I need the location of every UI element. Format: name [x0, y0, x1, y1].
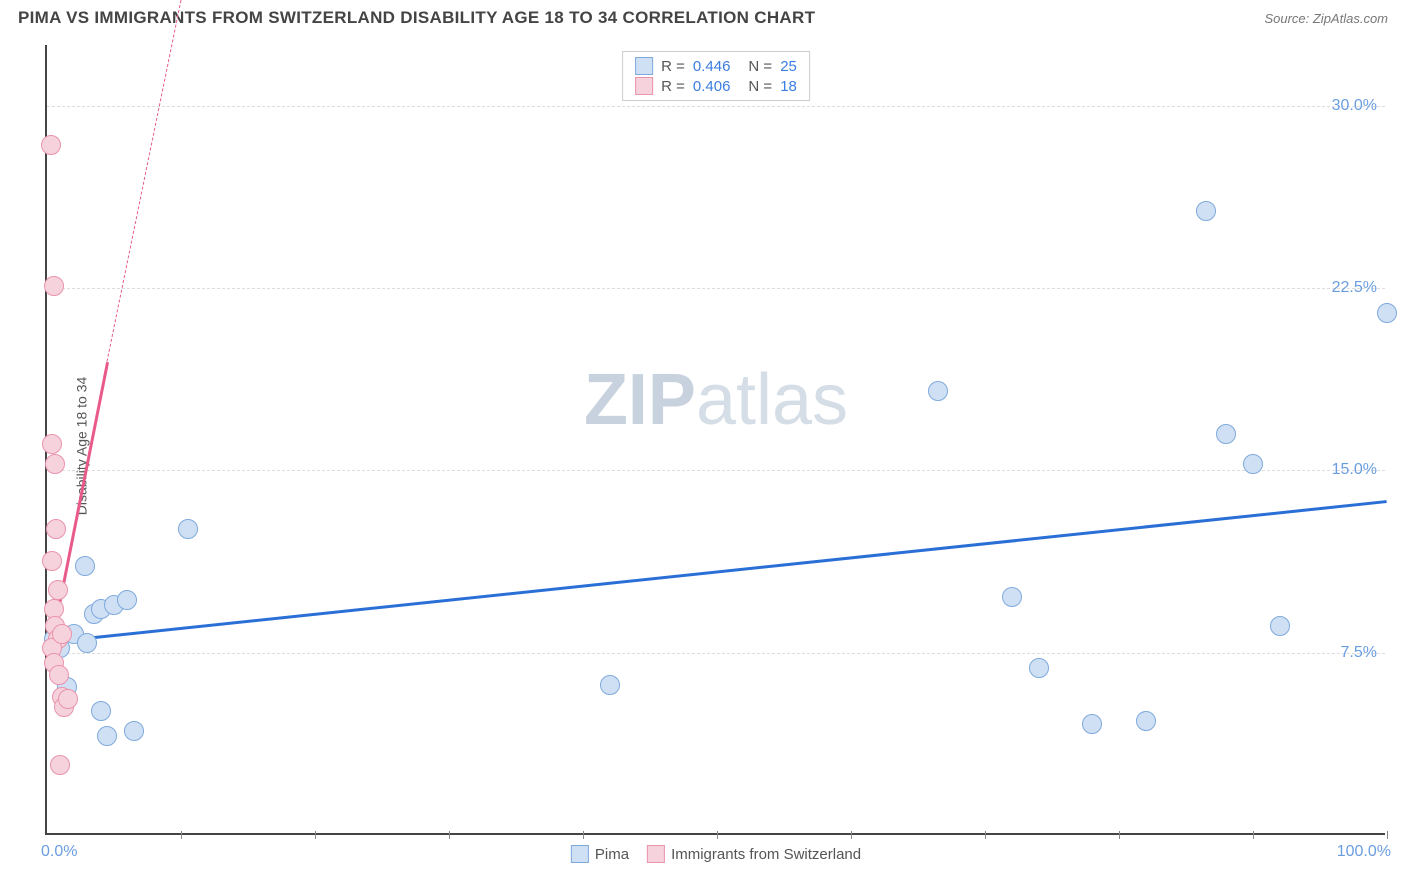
trend-line — [107, 0, 195, 362]
x-tick — [449, 831, 450, 839]
x-axis-max-label: 100.0% — [1337, 843, 1391, 861]
gridline — [47, 653, 1385, 654]
x-tick — [985, 831, 986, 839]
gridline — [47, 470, 1385, 471]
legend-item: Immigrants from Switzerland — [647, 845, 861, 863]
data-point — [44, 276, 64, 296]
chart-title: PIMA VS IMMIGRANTS FROM SWITZERLAND DISA… — [18, 8, 815, 28]
x-tick — [1119, 831, 1120, 839]
legend-stats-box: R =0.446N =25R =0.406N =18 — [622, 51, 810, 101]
source-label: Source: ZipAtlas.com — [1264, 11, 1388, 26]
legend-stats-row: R =0.446N =25 — [635, 56, 797, 76]
correlation-scatter-chart: ZIPatlas R =0.446N =25R =0.406N =18 0.0%… — [45, 45, 1385, 835]
gridline — [47, 106, 1385, 107]
y-tick-label: 30.0% — [1332, 97, 1377, 115]
data-point — [48, 580, 68, 600]
watermark: ZIPatlas — [584, 359, 848, 441]
data-point — [1270, 616, 1290, 636]
data-point — [77, 633, 97, 653]
x-tick — [583, 831, 584, 839]
data-point — [1029, 658, 1049, 678]
data-point — [928, 381, 948, 401]
data-point — [49, 665, 69, 685]
y-tick-label: 15.0% — [1332, 461, 1377, 479]
data-point — [42, 551, 62, 571]
data-point — [91, 701, 111, 721]
data-point — [41, 135, 61, 155]
y-tick-label: 7.5% — [1341, 644, 1377, 662]
data-point — [124, 721, 144, 741]
data-point — [45, 454, 65, 474]
data-point — [1002, 587, 1022, 607]
legend-series: Pima Immigrants from Switzerland — [571, 845, 861, 863]
data-point — [58, 689, 78, 709]
data-point — [1082, 714, 1102, 734]
data-point — [600, 675, 620, 695]
gridline — [47, 288, 1385, 289]
x-tick — [851, 831, 852, 839]
x-tick — [1253, 831, 1254, 839]
data-point — [42, 434, 62, 454]
data-point — [178, 519, 198, 539]
data-point — [1216, 424, 1236, 444]
trend-line — [47, 500, 1387, 644]
data-point — [1136, 711, 1156, 731]
x-tick — [181, 831, 182, 839]
data-point — [117, 590, 137, 610]
data-point — [52, 624, 72, 644]
data-point — [75, 556, 95, 576]
data-point — [1196, 201, 1216, 221]
legend-stats-row: R =0.406N =18 — [635, 76, 797, 96]
x-tick — [315, 831, 316, 839]
x-tick — [717, 831, 718, 839]
y-tick-label: 22.5% — [1332, 279, 1377, 297]
data-point — [1243, 454, 1263, 474]
x-tick — [1387, 831, 1388, 839]
data-point — [46, 519, 66, 539]
data-point — [1377, 303, 1397, 323]
data-point — [50, 755, 70, 775]
legend-item: Pima — [571, 845, 629, 863]
data-point — [97, 726, 117, 746]
x-axis-min-label: 0.0% — [41, 843, 77, 861]
